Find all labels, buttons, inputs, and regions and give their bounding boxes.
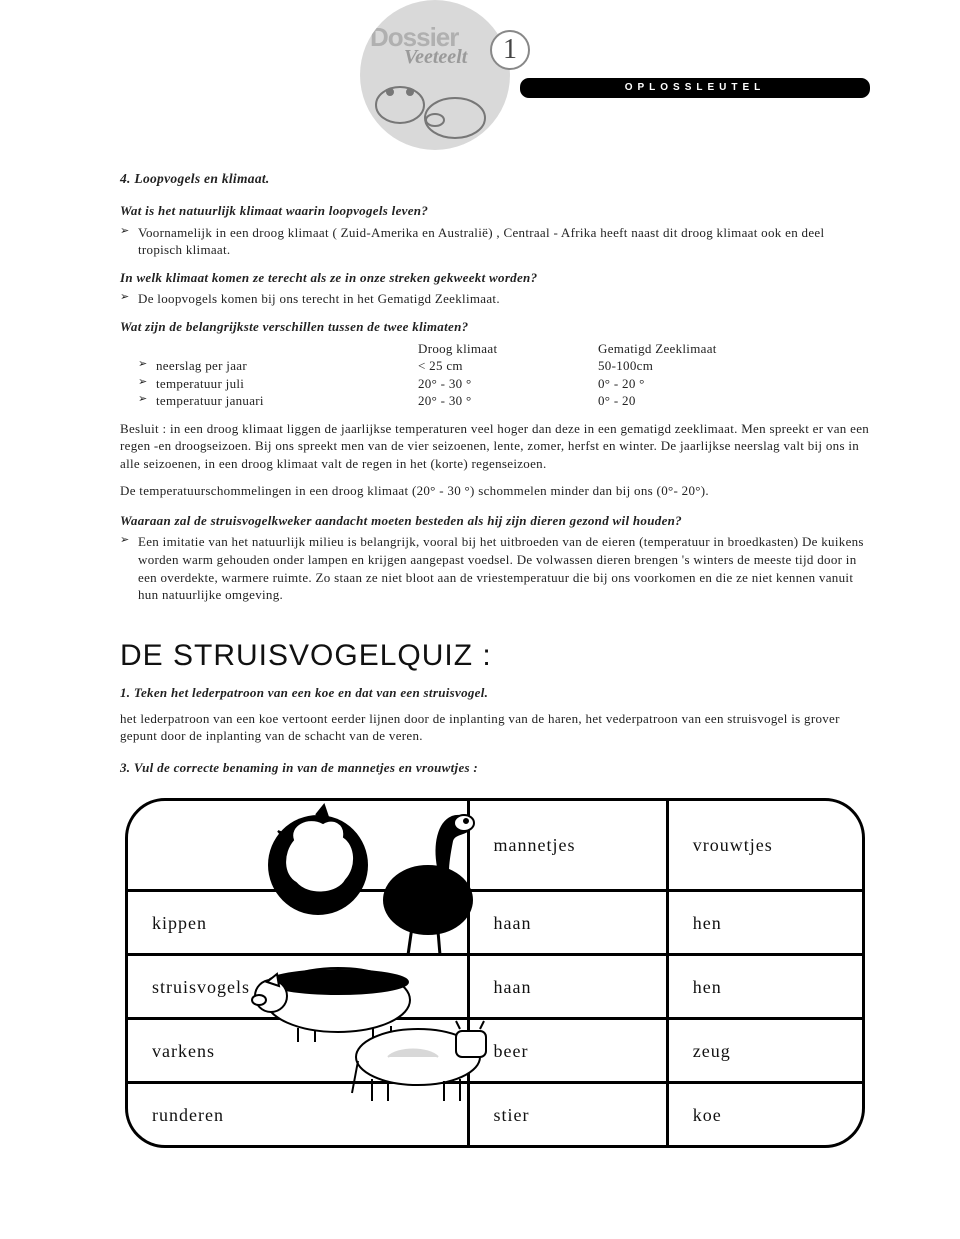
besluit-2: De temperatuurschommelingen in een droog… bbox=[120, 482, 870, 500]
table-row: runderen stier koe bbox=[128, 1081, 862, 1145]
gender-table: mannetjes vrouwtjes kippen haan hen stru… bbox=[125, 798, 865, 1148]
th-blank bbox=[128, 801, 467, 889]
row0-f: hen bbox=[666, 892, 862, 953]
clim-r0c3: 50-100cm bbox=[598, 357, 798, 375]
a2: De loopvogels komen bij ons terecht in h… bbox=[120, 290, 870, 308]
climate-table: Droog klimaat Gematigd Zeeklimaat neersl… bbox=[138, 340, 870, 410]
table-row: kippen haan hen bbox=[128, 889, 862, 953]
row0-m: haan bbox=[467, 892, 666, 953]
row1-label: struisvogels bbox=[128, 956, 467, 1017]
row1-m: haan bbox=[467, 956, 666, 1017]
row2-label: varkens bbox=[128, 1020, 467, 1081]
logo-circle: Dossier Veeteelt bbox=[360, 0, 510, 150]
page-header: Dossier Veeteelt 1 OPLOSSLEUTEL bbox=[0, 0, 960, 130]
clim-r1c3: 0° - 20 ° bbox=[598, 375, 798, 393]
quiz-a1: het lederpatroon van een koe vertoont ee… bbox=[120, 710, 870, 745]
a4: Een imitatie van het natuurlijk milieu i… bbox=[120, 533, 870, 603]
a1: Voornamelijk in een droog klimaat ( Zuid… bbox=[120, 224, 870, 259]
besluit-1: Besluit : in een droog klimaat liggen de… bbox=[120, 420, 870, 473]
q4: Waaraan zal de struisvogelkweker aandach… bbox=[120, 512, 870, 530]
q3: Wat zijn de belangrijkste verschillen tu… bbox=[120, 318, 870, 336]
row2-m: beer bbox=[467, 1020, 666, 1081]
clim-r1c1: temperatuur juli bbox=[138, 375, 418, 393]
header-bar: OPLOSSLEUTEL bbox=[520, 78, 870, 98]
clim-r2c3: 0° - 20 bbox=[598, 392, 798, 410]
row3-label: runderen bbox=[128, 1084, 467, 1145]
row1-f: hen bbox=[666, 956, 862, 1017]
clim-r2c1: temperatuur januari bbox=[138, 392, 418, 410]
clim-r2c2: 20° - 30 ° bbox=[418, 392, 598, 410]
clim-h2: Droog klimaat bbox=[418, 340, 598, 358]
quiz-title: DE STRUISVOGELQUIZ : bbox=[120, 636, 870, 677]
section-4-title: 4. Loopvogels en klimaat. bbox=[120, 170, 870, 188]
clim-h3: Gematigd Zeeklimaat bbox=[598, 340, 798, 358]
row0-label: kippen bbox=[128, 892, 467, 953]
table-row: varkens beer zeug bbox=[128, 1017, 862, 1081]
logo-animals-icon bbox=[360, 0, 510, 150]
clim-r1c2: 20° - 30 ° bbox=[418, 375, 598, 393]
quiz-q3: 3. Vul de correcte benaming in van de ma… bbox=[120, 759, 870, 777]
q1: Wat is het natuurlijk klimaat waarin loo… bbox=[120, 202, 870, 220]
quiz-q1: 1. Teken het lederpatroon van een koe en… bbox=[120, 684, 870, 702]
row3-f: koe bbox=[666, 1084, 862, 1145]
clim-r0c1: neerslag per jaar bbox=[138, 357, 418, 375]
table-header-row: mannetjes vrouwtjes bbox=[128, 801, 862, 889]
table-row: struisvogels haan hen bbox=[128, 953, 862, 1017]
th-female: vrouwtjes bbox=[666, 801, 862, 889]
clim-h1 bbox=[138, 340, 418, 358]
doc-number-badge: 1 bbox=[490, 30, 530, 70]
page-content: 4. Loopvogels en klimaat. Wat is het nat… bbox=[0, 170, 960, 1148]
th-male: mannetjes bbox=[467, 801, 666, 889]
row2-f: zeug bbox=[666, 1020, 862, 1081]
q2: In welk klimaat komen ze terecht als ze … bbox=[120, 269, 870, 287]
clim-r0c2: < 25 cm bbox=[418, 357, 598, 375]
row3-m: stier bbox=[467, 1084, 666, 1145]
